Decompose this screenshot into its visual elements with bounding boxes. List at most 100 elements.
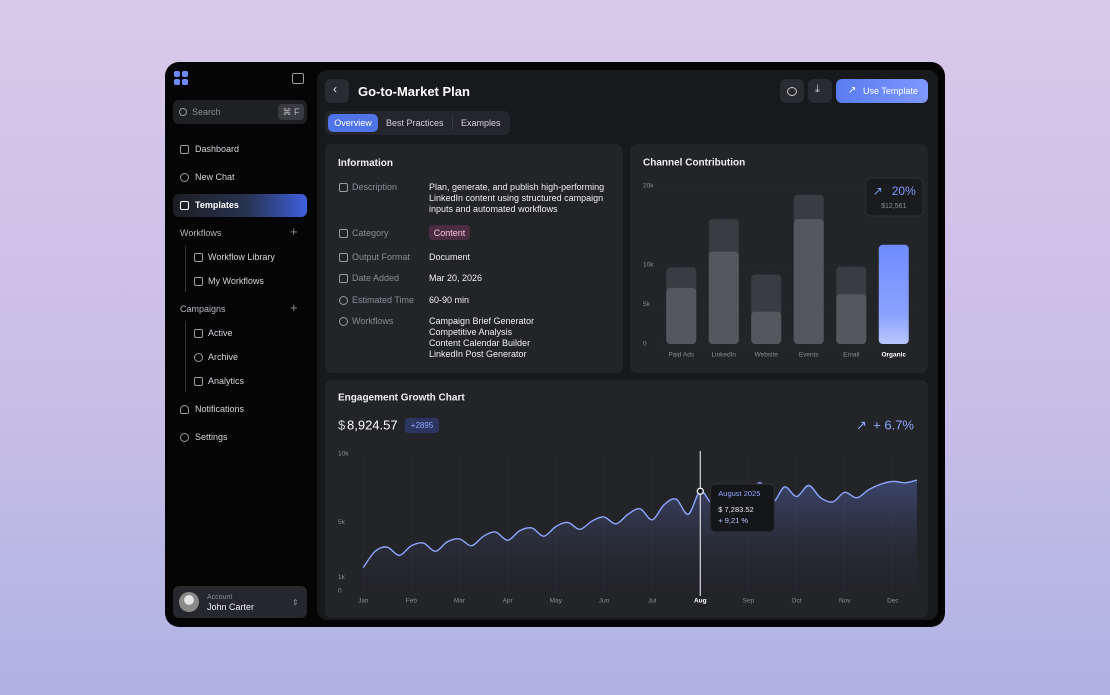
row-icon <box>339 317 348 326</box>
annotation-value: $12,561 <box>881 203 906 210</box>
bar <box>666 287 697 344</box>
highlight-point <box>696 487 704 495</box>
annotation-icon: ↗ <box>873 184 883 198</box>
nav-icon <box>194 253 203 262</box>
add-button[interactable]: + <box>290 300 298 315</box>
x-tick-label: Website <box>755 352 779 359</box>
shortcut-badge <box>278 104 304 120</box>
nav-item[interactable]: New Chat <box>195 172 235 182</box>
trend-icon: ↗ <box>856 417 867 432</box>
y-tick-label: 20k <box>643 183 654 190</box>
tab-active-bg <box>328 114 378 132</box>
download-button[interactable] <box>808 79 832 103</box>
x-tick-label: Dec <box>887 598 899 605</box>
row-icon <box>339 274 348 283</box>
x-tick-label: Paid Ads <box>668 352 694 359</box>
nav-icon <box>180 145 189 154</box>
workflow-item: LinkedIn Post Generator <box>429 349 527 359</box>
chart-title: Engagement Growth Chart <box>338 393 465 404</box>
row-icon <box>339 253 348 262</box>
y-tick-label: 5k <box>338 519 346 526</box>
nav-icon <box>180 433 189 442</box>
avatar <box>179 592 199 612</box>
nav-item[interactable]: Dashboard <box>195 144 240 154</box>
bar <box>878 244 909 344</box>
x-tick-label: LinkedIn <box>711 352 736 359</box>
x-tick-label: Email <box>843 352 860 359</box>
y-tick-label: 5k <box>643 301 651 308</box>
bar <box>793 219 824 344</box>
tab[interactable]: Best Practices <box>386 118 444 128</box>
currency: $ <box>338 417 346 432</box>
row-label: Category <box>352 228 389 238</box>
add-button[interactable]: + <box>290 224 298 239</box>
annotation-box <box>865 177 924 217</box>
bar <box>836 294 867 344</box>
nav-item[interactable]: Settings <box>195 432 228 442</box>
button-label: Use Template <box>863 86 918 96</box>
row-value: 60-90 min <box>429 295 470 305</box>
tab[interactable]: Examples <box>461 118 501 128</box>
y-tick-label: 0 <box>338 588 342 595</box>
use-template-button[interactable] <box>836 79 928 103</box>
group-label[interactable]: Campaigns <box>180 304 226 314</box>
workflow-item: Campaign Brief Generator <box>429 316 535 326</box>
row-value: Plan, generate, and publish high-perform… <box>429 182 605 214</box>
logo <box>174 71 188 85</box>
workflow-item: Content Calendar Builder <box>429 338 531 348</box>
nav-item[interactable]: My Workflows <box>208 276 264 286</box>
arrow-icon: ↗ <box>848 85 857 96</box>
x-tick-label: Nov <box>839 598 851 605</box>
tab[interactable]: Overview <box>334 118 372 128</box>
nav-item[interactable]: Active <box>208 328 233 338</box>
x-tick-label: Apr <box>503 598 514 605</box>
account-name: John Carter <box>207 602 255 612</box>
account-label: Account <box>207 594 233 601</box>
nav-icon <box>194 353 203 362</box>
row-icon <box>339 296 348 305</box>
badge-bg <box>405 418 439 433</box>
change: + 6.7% <box>873 417 914 432</box>
x-tick-label: Jul <box>648 598 657 605</box>
back-button[interactable] <box>325 79 349 103</box>
chart-title: Channel Contribution <box>643 158 745 169</box>
tree-line <box>185 246 186 292</box>
collapse-sidebar[interactable] <box>292 73 304 84</box>
x-tick-label: Oct <box>792 598 802 605</box>
row-label: Estimated Time <box>352 295 415 305</box>
card-title: Information <box>338 158 393 169</box>
y-tick-label: 1k <box>338 574 346 581</box>
x-tick-label: Events <box>799 352 820 359</box>
group-label[interactable]: Workflows <box>180 228 222 238</box>
x-tick-label: Sep <box>743 598 755 605</box>
share-icon <box>787 87 797 96</box>
x-tick-label: Aug <box>694 598 707 605</box>
tooltip-change: + 9,21 % <box>718 516 748 525</box>
nav-item-active[interactable]: Templates <box>195 200 239 210</box>
row-label: Output Format <box>352 252 411 262</box>
row-icon <box>339 183 348 192</box>
x-tick-label: Jun <box>599 598 610 605</box>
workflow-item: Competitive Analysis <box>429 327 513 337</box>
bar <box>751 311 782 344</box>
nav-item[interactable]: Notifications <box>195 404 245 414</box>
badge: +2895 <box>411 421 434 430</box>
account-switch[interactable]: ⇕ <box>292 598 299 607</box>
tooltip <box>709 483 775 533</box>
x-tick-label: Organic <box>881 352 906 359</box>
nav-item[interactable]: Workflow Library <box>208 252 275 262</box>
tooltip-value: $ 7,283.52 <box>718 505 753 514</box>
row-value: Mar 20, 2026 <box>429 273 483 283</box>
nav-icon <box>180 173 189 182</box>
y-tick-label: 0 <box>643 341 647 348</box>
category-badge <box>429 225 470 240</box>
nav-icon <box>194 377 203 386</box>
nav-icon <box>194 277 203 286</box>
nav-item[interactable]: Archive <box>208 352 239 362</box>
nav-item[interactable]: Analytics <box>208 376 245 386</box>
line-area <box>363 480 918 591</box>
information-card <box>325 144 623 373</box>
